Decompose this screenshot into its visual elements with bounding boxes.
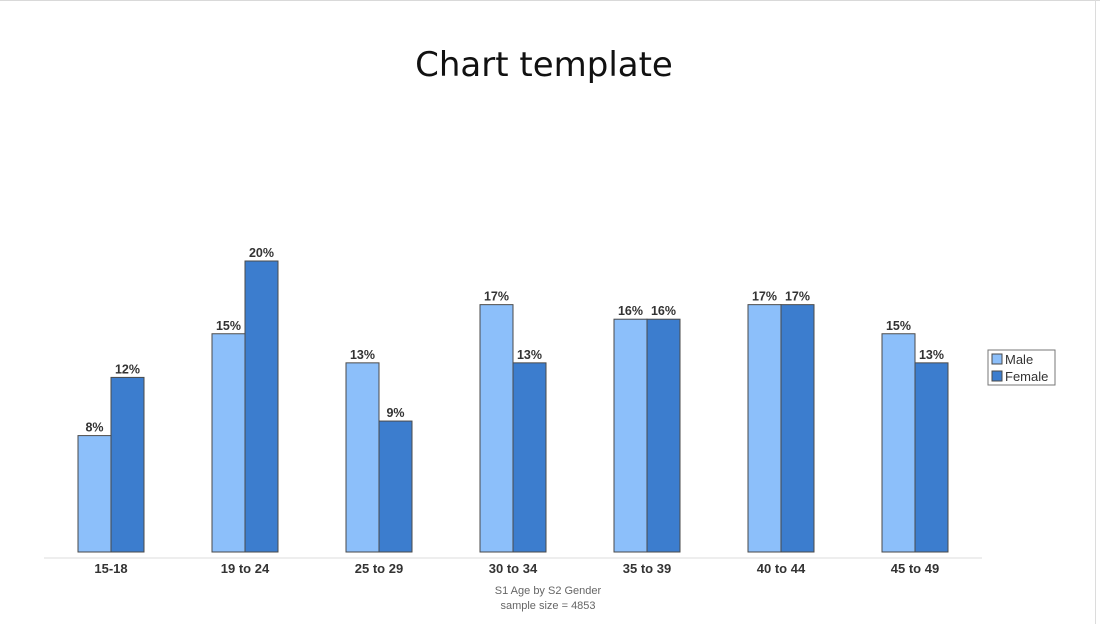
value-label-female-5: 17% <box>785 290 810 304</box>
category-label-3: 30 to 34 <box>489 561 538 576</box>
caption-line-1: S1 Age by S2 Gender <box>495 585 602 597</box>
legend: Male Female <box>987 349 1056 386</box>
bar-female-4 <box>646 318 681 553</box>
value-label-male-3: 17% <box>484 290 509 304</box>
value-label-male-5: 17% <box>752 290 777 304</box>
legend-label-male: Male <box>1005 352 1033 367</box>
value-label-female-1: 20% <box>249 246 274 260</box>
value-label-male-4: 16% <box>618 304 643 318</box>
category-labels-layer: 15-18 19 to 24 25 to 29 30 to 34 35 to 39 40 … <box>94 561 939 576</box>
category-label-5: 40 to 44 <box>757 561 806 576</box>
value-label-female-0: 12% <box>115 362 140 376</box>
bar-female-6 <box>914 362 949 553</box>
bars-layer <box>77 260 949 553</box>
legend-swatch-male <box>991 353 1003 365</box>
bar-female-2 <box>378 420 413 553</box>
right-border <box>1095 0 1096 624</box>
category-label-4: 35 to 39 <box>623 561 671 576</box>
value-label-female-4: 16% <box>651 304 676 318</box>
bar-male-1 <box>211 333 246 553</box>
value-label-female-2: 9% <box>386 406 404 420</box>
value-label-female-6: 13% <box>919 348 944 362</box>
bar-female-0 <box>110 376 145 553</box>
bar-male-2 <box>345 362 380 553</box>
bar-female-3 <box>512 362 547 553</box>
top-border <box>0 0 1100 1</box>
value-label-female-3: 13% <box>517 348 542 362</box>
value-label-male-1: 15% <box>216 319 241 333</box>
value-label-male-2: 13% <box>350 348 375 362</box>
bar-female-5 <box>780 304 815 553</box>
bar-male-5 <box>747 304 782 553</box>
legend-swatch-female <box>991 370 1003 382</box>
value-labels-layer: 8% 12% 15% 20% 13% 9% 17% 13% 16% 16% 17% 17% 15% 13% <box>85 246 944 435</box>
category-label-0: 15-18 <box>94 561 127 576</box>
caption-line-2: sample size = 4853 <box>500 600 595 612</box>
bar-male-3 <box>479 304 514 553</box>
bar-female-1 <box>244 260 279 553</box>
bar-male-6 <box>881 333 916 553</box>
chart-title: Chart template <box>415 45 673 85</box>
value-label-male-6: 15% <box>886 319 911 333</box>
category-label-2: 25 to 29 <box>355 561 403 576</box>
bar-male-4 <box>613 318 648 553</box>
category-label-6: 45 to 49 <box>891 561 939 576</box>
legend-label-female: Female <box>1005 369 1048 384</box>
value-label-male-0: 8% <box>85 421 103 435</box>
category-label-1: 19 to 24 <box>221 561 270 576</box>
bar-male-0 <box>77 435 112 553</box>
